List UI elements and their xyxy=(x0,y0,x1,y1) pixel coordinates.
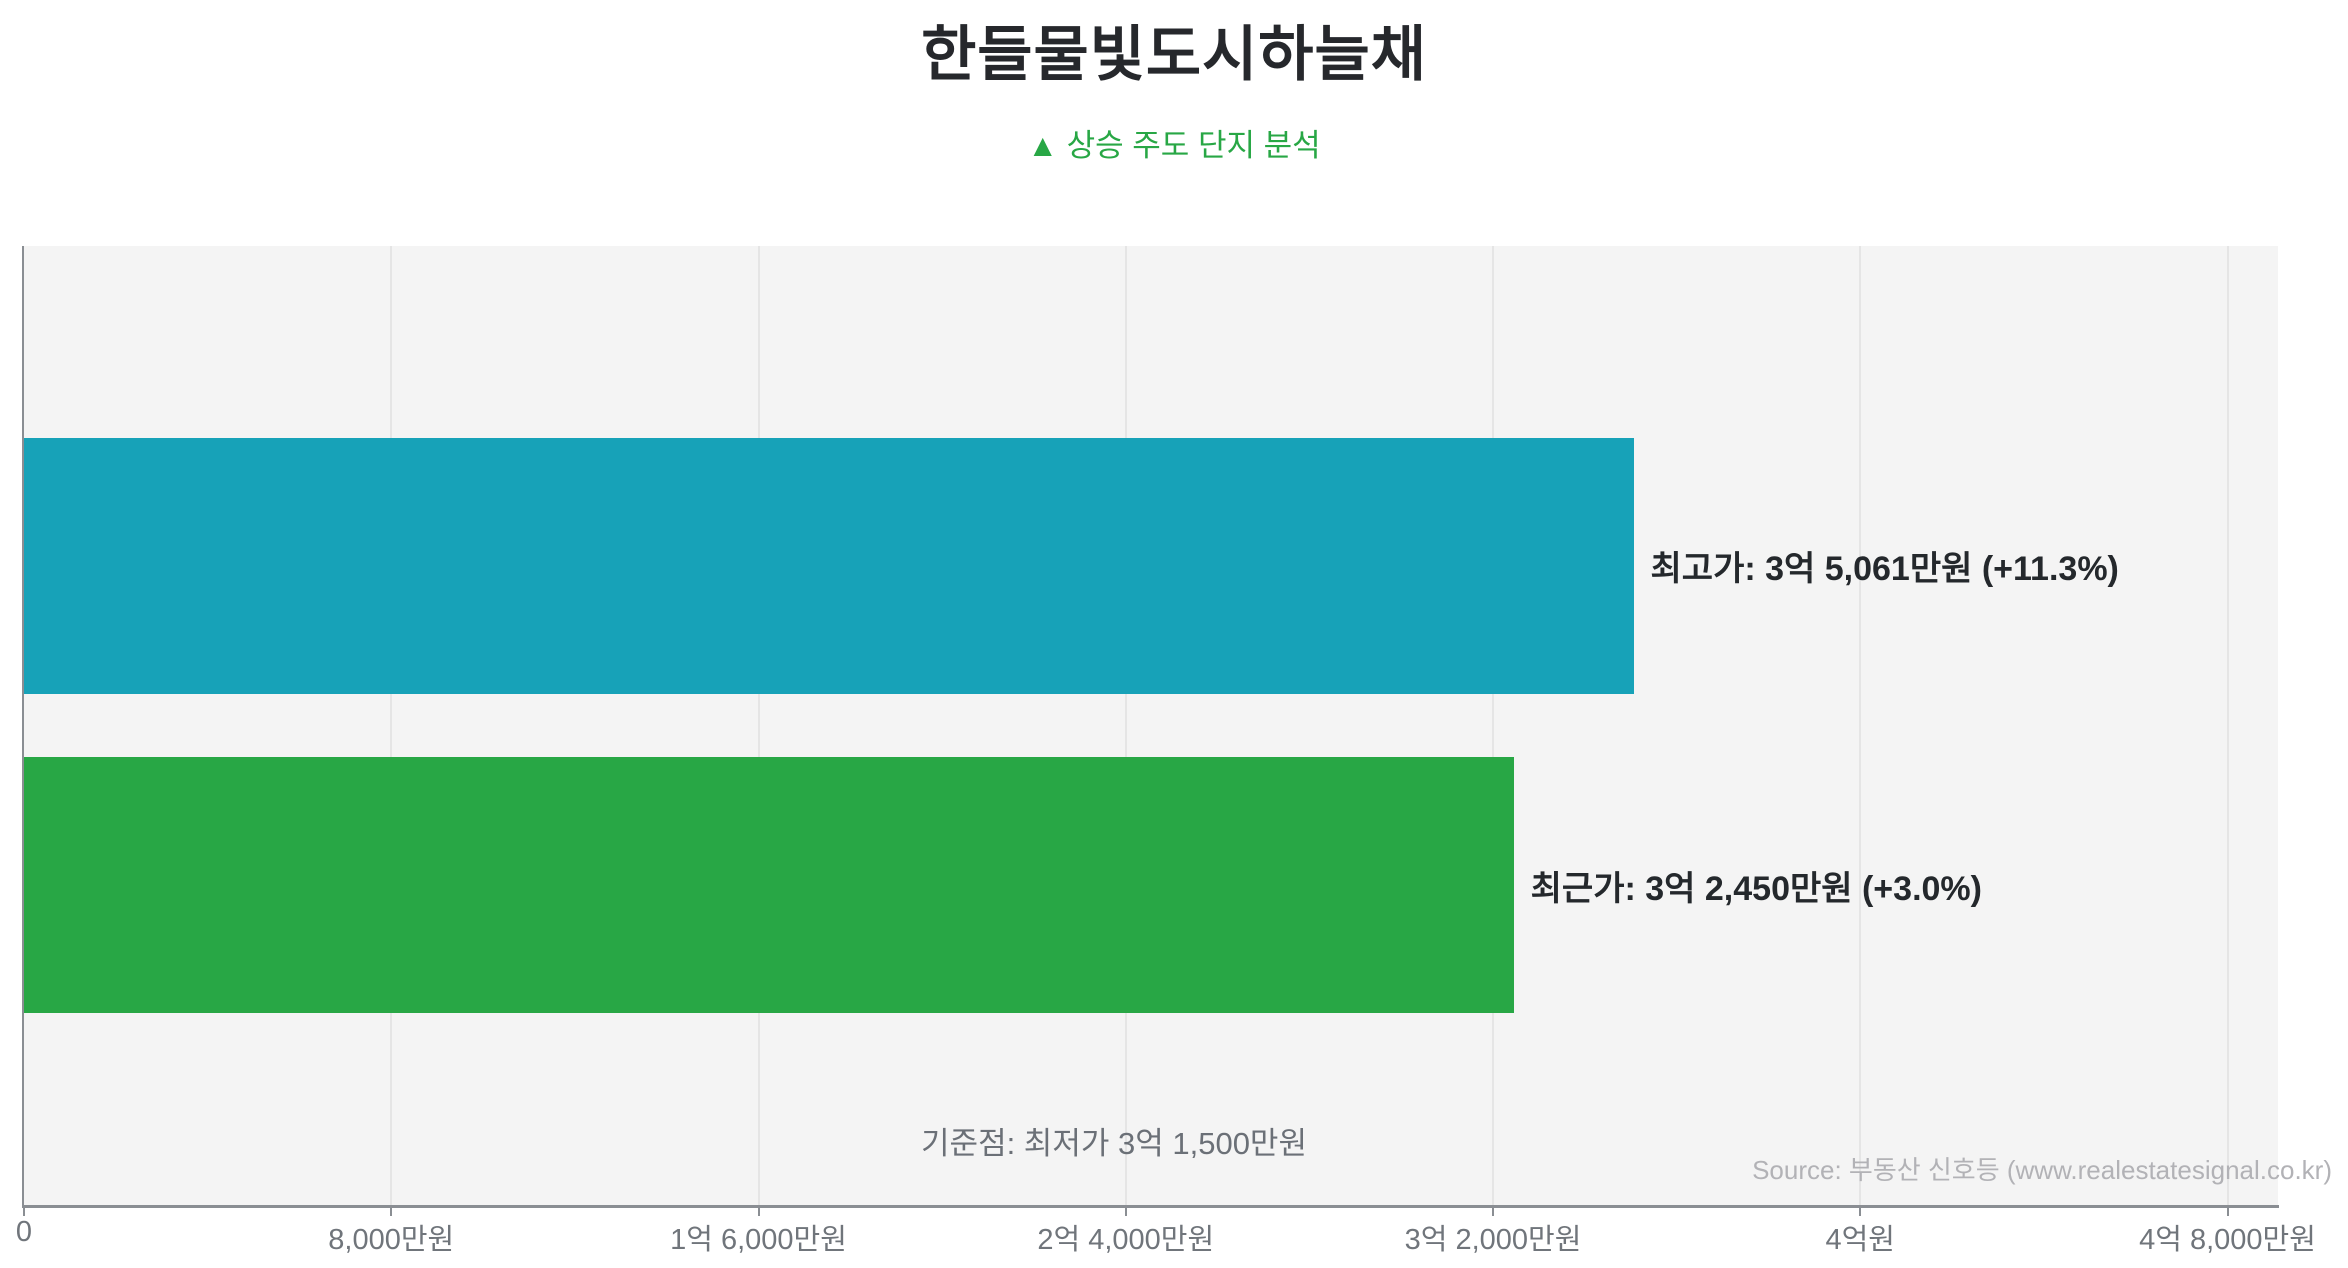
plot-area: 최고가: 3억 5,061만원 (+11.3%) 최근가: 3억 2,450만원 … xyxy=(24,246,2278,1205)
bar-value-label: 최근가: 3억 2,450만원 (+3.0%) xyxy=(1530,869,1982,908)
axis-tick-mark xyxy=(1492,1208,1494,1216)
gridline xyxy=(1492,246,1494,1205)
baseline-annotation: 기준점: 최저가 3억 1,500만원 xyxy=(921,1126,1307,1161)
axis-tick-label: 4억 8,000만원 xyxy=(2139,1224,2316,1256)
axis-tick-label: 8,000만원 xyxy=(328,1224,455,1256)
y-axis-line xyxy=(22,246,24,1208)
bar-value-label: 최고가: 3억 5,061만원 (+11.3%) xyxy=(1650,550,2119,589)
axis-tick-label: 0 xyxy=(15,1216,33,1248)
bar-recent-price xyxy=(24,757,1514,1014)
axis-tick-label: 3억 2,000만원 xyxy=(1404,1224,1582,1256)
axis-tick-label: 4억원 xyxy=(1825,1224,1896,1256)
chart-subtitle: ▲ 상승 주도 단지 분석 xyxy=(1027,128,1321,163)
chart-title: 한들물빛도시하늘채 xyxy=(921,21,1427,88)
axis-tick-label: 2억 4,000만원 xyxy=(1037,1224,1215,1256)
source-credit: Source: 부동산 신호등 (www.realestatesignal.co… xyxy=(1752,1155,2332,1185)
x-axis-line xyxy=(22,1205,2279,1208)
gridline xyxy=(757,246,760,1205)
axis-tick-mark xyxy=(757,1208,760,1216)
gridline xyxy=(1124,246,1127,1205)
gridline xyxy=(1859,246,1862,1205)
axis-tick-mark xyxy=(2226,1208,2229,1216)
bar-max-price xyxy=(24,437,1634,694)
axis-tick-mark xyxy=(1859,1208,1862,1216)
axis-tick-mark xyxy=(390,1208,393,1216)
axis-tick-mark xyxy=(23,1208,25,1216)
axis-tick-mark xyxy=(1124,1208,1127,1216)
gridline xyxy=(2226,246,2229,1205)
gridline xyxy=(390,246,393,1205)
axis-tick-label: 1억 6,000만원 xyxy=(670,1224,847,1256)
